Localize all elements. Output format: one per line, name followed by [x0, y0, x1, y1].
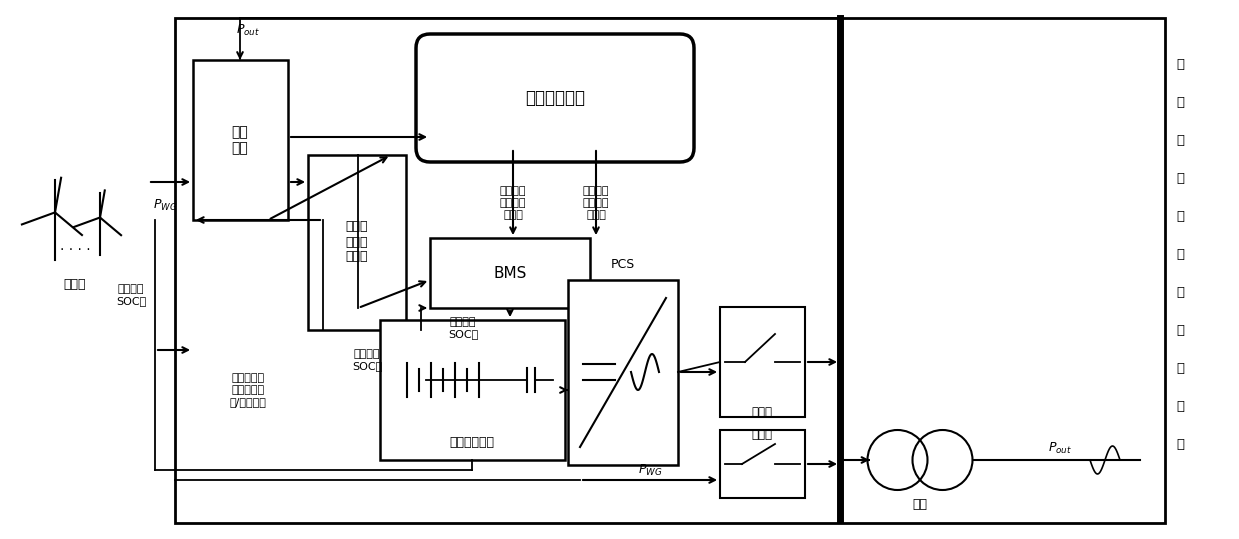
Text: PCS: PCS [611, 259, 636, 272]
Text: 信: 信 [1176, 400, 1184, 413]
Bar [567, 280, 678, 465]
FancyBboxPatch shape [416, 34, 694, 162]
Text: 成: 成 [1176, 172, 1184, 185]
Text: 电网: 电网 [912, 499, 928, 512]
Bar [720, 430, 805, 498]
Text: 储能电池
充放电状
态命令: 储能电池 充放电状 态命令 [499, 186, 527, 219]
Text: 储能电池
SOC值: 储能电池 SOC值 [447, 317, 478, 339]
Text: 力: 力 [1176, 248, 1184, 261]
Text: 储: 储 [1176, 96, 1184, 109]
Text: 平抑控制模块: 平抑控制模块 [525, 89, 585, 107]
Text: $P_{out}$: $P_{out}$ [1048, 440, 1072, 455]
Text: 断路器: 断路器 [752, 405, 772, 418]
Bar [193, 60, 287, 220]
Text: 功: 功 [1176, 287, 1184, 300]
Bar [175, 18, 1165, 523]
Text: 数据存
储与管
理模块: 数据存 储与管 理模块 [346, 220, 368, 264]
Text: BMS: BMS [493, 266, 527, 280]
Text: $P_{out}$: $P_{out}$ [235, 23, 260, 38]
Text: · · · ·: · · · · [59, 243, 90, 257]
Text: 数据
采集: 数据 采集 [232, 125, 248, 155]
Text: 风电场: 风电场 [63, 279, 87, 292]
Bar [430, 238, 590, 308]
Text: 出: 出 [1176, 211, 1184, 224]
Text: 电池储能系统: 电池储能系统 [450, 436, 494, 448]
Text: 合: 合 [1176, 135, 1184, 148]
Bar [720, 307, 805, 417]
Text: 储能电池
SOC值: 储能电池 SOC值 [352, 349, 382, 371]
Text: 风: 风 [1176, 59, 1184, 72]
Bar [380, 320, 565, 460]
Text: 号: 号 [1176, 439, 1184, 452]
Text: 断路器: 断路器 [752, 429, 772, 441]
Text: 値: 値 [1176, 363, 1184, 376]
Text: 储能电池
输出功率
值命令: 储能电池 输出功率 值命令 [582, 186, 610, 219]
Text: 储能电池输
出功率值、
充/放电状态: 储能电池输 出功率值、 充/放电状态 [229, 374, 266, 406]
Bar [309, 155, 406, 330]
Text: 率: 率 [1176, 324, 1184, 337]
Text: $P_{WG}$: $P_{WG}$ [152, 197, 177, 212]
Text: $P_{WG}$: $P_{WG}$ [638, 462, 663, 478]
Text: 储能电池
SOC值: 储能电池 SOC值 [116, 284, 146, 306]
